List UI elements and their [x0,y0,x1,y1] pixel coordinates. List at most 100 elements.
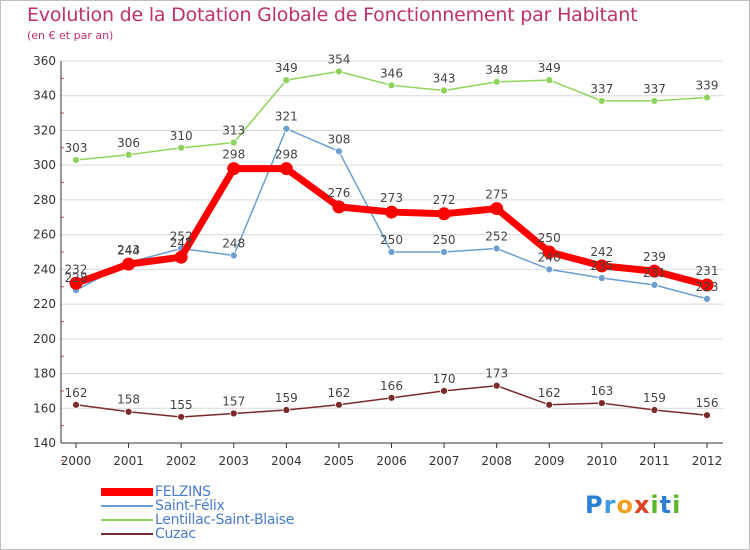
data-label-saint-felix: 223 [696,280,719,294]
data-point-felzins [385,205,398,219]
data-point-lentillac-saint-blaise [597,97,606,105]
data-label-lentillac-saint-blaise: 339 [696,78,719,92]
data-label-saint-felix: 228 [65,271,88,285]
data-point-felzins [69,276,83,290]
grid-layer [61,60,723,444]
x-tick-label: 2009 [534,454,565,468]
data-label-cuzac: 162 [65,386,88,400]
data-point-felzins [490,202,504,216]
data-point-lentillac-saint-blaise [124,150,133,159]
y-tick-label: 140 [33,436,56,450]
legend-label: Cuzac [155,526,196,542]
x-tick-label: 2002 [166,454,197,468]
data-label-saint-felix: 235 [590,259,613,273]
legend-swatch [101,488,153,496]
data-point-felzins [542,245,556,259]
data-point-saint-felix [545,265,554,274]
data-point-cuzac [387,393,396,402]
data-point-saint-felix [650,281,659,289]
data-point-lentillac-saint-blaise [440,86,448,95]
data-label-lentillac-saint-blaise: 306 [117,136,140,150]
data-point-felzins [174,250,188,264]
legend-swatch [101,533,153,535]
x-tick-label: 2000 [61,454,92,468]
data-label-felzins: 273 [380,191,403,205]
data-label-felzins: 243 [117,243,140,257]
chart-title: Evolution de la Dotation Globale de Fonc… [27,4,638,26]
data-point-saint-felix [387,248,396,256]
data-point-felzins [595,259,609,273]
x-tick-label: 2003 [218,454,249,468]
data-point-saint-felix [282,124,291,133]
legend-label: FELZINS [155,484,211,500]
data-label-cuzac: 158 [117,393,140,407]
data-label-saint-felix: 240 [538,250,561,264]
data-label-felzins: 231 [696,264,719,278]
data-label-felzins: 275 [485,188,508,202]
x-tick-label: 2001 [113,454,144,468]
y-tick-label: 240 [33,262,56,276]
data-label-lentillac-saint-blaise: 348 [485,63,508,77]
data-label-cuzac: 157 [222,394,245,408]
proxiti-logo: Proxiti [585,491,681,519]
data-point-lentillac-saint-blaise [72,156,80,164]
data-label-saint-felix: 231 [643,266,666,280]
logo-letter: P [585,491,604,519]
data-point-lentillac-saint-blaise [335,67,343,76]
data-point-lentillac-saint-blaise [229,138,238,147]
data-label-saint-felix: 308 [327,132,350,146]
data-point-lentillac-saint-blaise [177,143,186,152]
data-point-cuzac [545,400,554,409]
data-label-lentillac-saint-blaise: 303 [65,141,88,155]
data-label-cuzac: 159 [275,391,298,405]
data-point-lentillac-saint-blaise [545,76,554,84]
logo-letter: x [633,491,651,519]
logo-letter: i [650,491,660,519]
data-label-cuzac: 159 [643,391,666,405]
data-label-felzins: 272 [433,193,456,207]
data-label-saint-felix: 248 [222,236,245,250]
data-label-cuzac: 162 [327,386,350,400]
series-layer [69,67,714,421]
data-label-cuzac: 155 [170,398,193,412]
data-label-lentillac-saint-blaise: 313 [222,124,245,138]
data-point-lentillac-saint-blaise [650,97,659,105]
data-point-felzins [122,257,136,271]
legend-label: Lentillac-Saint-Blaise [155,512,295,528]
data-point-cuzac [177,413,186,421]
data-point-cuzac [229,409,238,418]
data-label-cuzac: 173 [485,367,508,381]
data-point-cuzac [703,411,711,420]
data-label-felzins: 298 [222,148,245,162]
axis-layer: 140 160 180 200 220 240 260 280 300 320 340 360 2000… [33,54,723,468]
x-tick-label: 2012 [692,454,723,468]
data-point-saint-felix [229,251,238,260]
data-point-cuzac [650,406,659,414]
legend-swatch [101,505,153,507]
data-label-lentillac-saint-blaise: 343 [433,72,456,86]
data-point-saint-felix [492,244,501,253]
y-tick-label: 320 [33,123,56,137]
data-point-felzins [700,278,714,292]
data-point-cuzac [440,387,448,395]
logo-letter: o [616,491,634,519]
x-tick-label: 2007 [429,454,460,468]
x-tick-label: 2011 [639,454,670,468]
data-label-felzins: 232 [65,262,88,276]
data-point-felzins [437,207,451,221]
data-label-felzins: 250 [538,231,561,245]
data-point-cuzac [492,381,501,390]
data-label-lentillac-saint-blaise: 354 [327,52,350,66]
data-point-lentillac-saint-blaise [387,81,396,90]
data-label-saint-felix: 250 [433,233,456,247]
data-label-lentillac-saint-blaise: 310 [170,129,193,143]
data-label-lentillac-saint-blaise: 337 [643,82,666,96]
data-point-saint-felix [597,274,606,282]
y-tick-label: 160 [33,401,56,415]
data-label-lentillac-saint-blaise: 337 [590,82,613,96]
data-label-cuzac: 170 [433,372,456,386]
data-point-lentillac-saint-blaise [282,76,291,84]
x-tick-label: 2006 [376,454,407,468]
chart-subtitle: (en € et par an) [27,29,114,42]
data-label-cuzac: 163 [590,384,613,398]
